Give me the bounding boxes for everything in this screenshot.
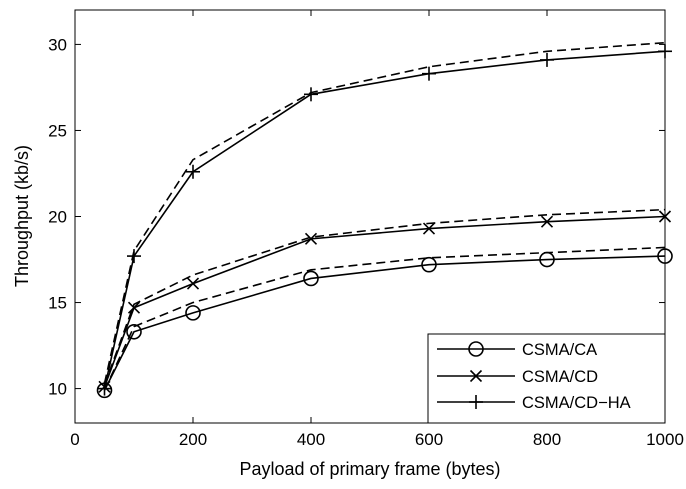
series-csma-cd-dashed-line [103, 208, 666, 386]
y-tick-label: 30 [48, 35, 67, 54]
x-tick-label: 400 [297, 430, 325, 449]
x-tick-label: 800 [533, 430, 561, 449]
y-tick-label: 25 [48, 121, 67, 140]
legend-label-csma-cd: CSMA/CD [522, 368, 598, 386]
tick-layer: 0 200 400 600 800 1000 10 15 20 25 30 [48, 10, 684, 449]
y-tick-label: 15 [48, 294, 67, 313]
data-point-csma-cd-ha [304, 87, 318, 102]
data-point-csma-ca [126, 323, 142, 340]
y-axis-title: Throughput (kb/s) [12, 145, 32, 287]
legend-marker-csma-cd-ha [469, 395, 483, 409]
x-tick-label: 600 [415, 430, 443, 449]
data-point-csma-cd-ha [186, 164, 200, 179]
data-point-csma-ca [421, 256, 437, 273]
legend-marker-shape [468, 341, 484, 357]
legend-marker-shape [469, 369, 483, 383]
legend-marker-csma-cd [469, 369, 483, 383]
legend-label-csma-ca: CSMA/CA [522, 341, 597, 359]
x-tick-label: 0 [70, 430, 79, 449]
y-tick-label: 10 [48, 380, 67, 399]
legend-entry-csma-cd: CSMA/CD [437, 368, 598, 386]
x-axis-title: Payload of primary frame (bytes) [239, 459, 500, 479]
data-point-csma-cd [186, 277, 200, 290]
data-point-csma-ca [185, 305, 201, 321]
legend: CSMA/CA CSMA/CD CSMA/CD−HA [427, 333, 666, 424]
data-point-csma-cd [127, 301, 141, 314]
data-point-csma-cd [304, 232, 318, 245]
data-point-csma-cd-ha [127, 249, 141, 264]
data-point-csma-cd-ha [97, 381, 112, 396]
legend-entry-csma-cd-ha: CSMA/CD−HA [437, 394, 631, 412]
data-point-csma-cd-ha [422, 66, 436, 81]
x-tick-label: 1000 [646, 430, 684, 449]
y-tick-label: 20 [48, 208, 67, 227]
legend-entry-csma-ca: CSMA/CA [437, 341, 597, 359]
series-csma-ca-line [103, 255, 666, 391]
legend-marker-csma-ca [468, 341, 484, 357]
legend-label-csma-cd-ha: CSMA/CD−HA [522, 394, 631, 412]
legend-marker-shape [469, 395, 483, 409]
data-point-csma-ca [539, 251, 555, 268]
data-point-csma-cd-ha [540, 52, 554, 67]
x-tick-label: 200 [179, 430, 207, 449]
data-point-csma-cd [540, 215, 554, 228]
data-point-csma-ca [303, 270, 319, 287]
data-point-csma-cd [422, 222, 436, 235]
